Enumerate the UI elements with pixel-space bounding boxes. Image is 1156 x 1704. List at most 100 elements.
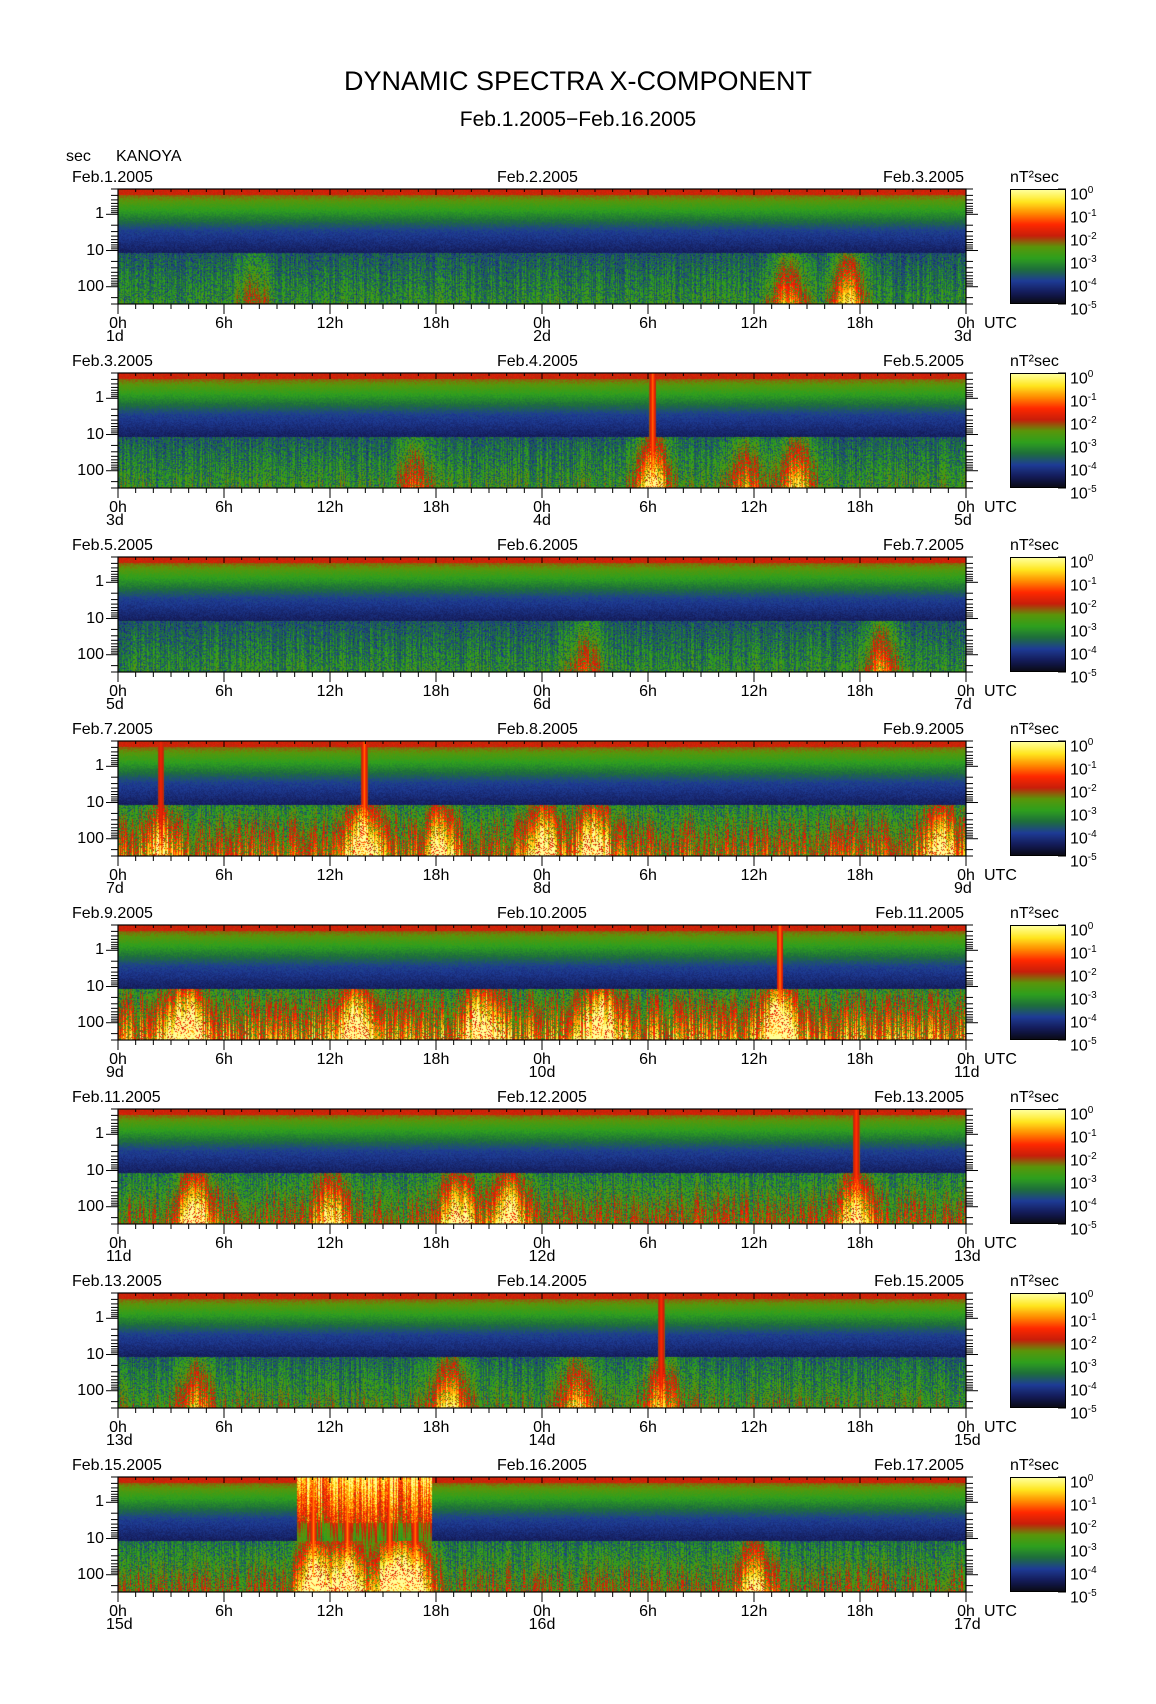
colorbar-tick-exponent: -1 xyxy=(1087,944,1097,955)
x-tick-label: 6h xyxy=(215,1419,233,1436)
x-tick-label: 0h xyxy=(957,1051,975,1068)
spectrogram-heatmap xyxy=(118,741,966,856)
panel-date-right: Feb.7.2005 xyxy=(883,537,964,554)
panel-axes xyxy=(106,924,1066,1050)
colorbar-tick-label: 10-4 xyxy=(1070,643,1097,663)
panel-axes xyxy=(106,188,1066,314)
colorbar-tick-exponent: -3 xyxy=(1087,1358,1097,1369)
colorbar-tick-base: 10 xyxy=(1070,439,1088,457)
colorbar-tick-exponent: 0 xyxy=(1087,737,1094,748)
panel-axes xyxy=(106,1292,1066,1418)
day-label-end: 9d xyxy=(954,880,972,897)
colorbar-tick-exponent: -4 xyxy=(1087,1013,1097,1024)
x-tick-label: 6h xyxy=(215,1051,233,1068)
colorbar-tick-label: 10-4 xyxy=(1070,1563,1097,1583)
colorbar-tick-exponent: 0 xyxy=(1087,1473,1094,1484)
x-tick-label: 0h xyxy=(533,1603,551,1620)
colorbar-tick-base: 10 xyxy=(1070,1359,1088,1377)
chart-title: DYNAMIC SPECTRA X-COMPONENT xyxy=(343,66,813,96)
x-tick-label: 18h xyxy=(846,1051,874,1068)
x-tick-label: 18h xyxy=(422,1603,450,1620)
spectrogram-heatmap xyxy=(118,925,966,1040)
colorbar-tick-label: 10-4 xyxy=(1070,275,1097,295)
colorbar-tick-base: 10 xyxy=(1070,968,1088,986)
day-label-mid: 12d xyxy=(528,1248,556,1265)
day-label-start: 1d xyxy=(106,328,124,345)
colorbar-tick-label: 10-1 xyxy=(1070,758,1097,778)
x-tick-label: 6h xyxy=(639,1419,657,1436)
colorbar-tick-label: 100 xyxy=(1070,367,1093,387)
colorbar xyxy=(1010,925,1066,1040)
x-tick-label: 18h xyxy=(846,1419,874,1436)
colorbar-tick-base: 10 xyxy=(1070,807,1088,825)
plot-frame xyxy=(117,556,967,673)
y-tick-label: 1 xyxy=(95,1493,104,1511)
panel-date-mid: Feb.10.2005 xyxy=(497,905,587,922)
colorbar-tick-exponent: -1 xyxy=(1087,1128,1097,1139)
x-tick-label: 12h xyxy=(316,1051,344,1068)
y-tick-label: 10 xyxy=(86,977,104,995)
colorbar-tick-exponent: -4 xyxy=(1087,829,1097,840)
colorbar-tick-base: 10 xyxy=(1070,738,1088,756)
x-tick-label: 18h xyxy=(846,683,874,700)
colorbar-unit: nT²sec xyxy=(1010,1089,1059,1106)
colorbar-tick-base: 10 xyxy=(1070,1198,1088,1216)
x-tick-label: 0h xyxy=(957,683,975,700)
day-label-mid: 6d xyxy=(533,696,551,713)
colorbar-tick-base: 10 xyxy=(1070,1129,1088,1147)
x-tick-label: 12h xyxy=(316,683,344,700)
colorbar-tick-label: 10-1 xyxy=(1070,942,1097,962)
panel-axes xyxy=(106,556,1066,682)
colorbar xyxy=(1010,189,1066,304)
colorbar-tick-label: 10-2 xyxy=(1070,1333,1097,1353)
x-tick-label: 6h xyxy=(639,315,657,332)
panel-date-left: Feb.7.2005 xyxy=(72,721,153,738)
plot-frame xyxy=(117,372,967,489)
day-label-end: 15d xyxy=(954,1432,981,1449)
y-tick-label: 1 xyxy=(95,389,104,407)
colorbar-tick-label: 10-3 xyxy=(1070,1172,1097,1192)
colorbar-tick-label: 10-2 xyxy=(1070,965,1097,985)
colorbar-tick-exponent: -3 xyxy=(1087,438,1097,449)
day-label-start: 13d xyxy=(106,1432,133,1449)
spectrogram-heatmap xyxy=(118,373,966,488)
colorbar-tick-base: 10 xyxy=(1070,1520,1088,1538)
colorbar-tick-label: 10-4 xyxy=(1070,1195,1097,1215)
colorbar-tick-base: 10 xyxy=(1070,991,1088,1009)
panel-date-mid: Feb.16.2005 xyxy=(497,1457,587,1474)
colorbar-tick-base: 10 xyxy=(1070,784,1088,802)
colorbar-tick-exponent: -1 xyxy=(1087,1312,1097,1323)
y-tick-label: 1 xyxy=(95,1309,104,1327)
colorbar-tick-exponent: -1 xyxy=(1087,208,1097,219)
panel-date-right: Feb.3.2005 xyxy=(883,169,964,186)
x-tick-label: 18h xyxy=(422,315,450,332)
colorbar-unit: nT²sec xyxy=(1010,905,1059,922)
colorbar-tick-base: 10 xyxy=(1070,1543,1088,1561)
colorbar-tick-base: 10 xyxy=(1070,485,1088,503)
panel-axes xyxy=(106,372,1066,498)
panel-date-mid: Feb.12.2005 xyxy=(497,1089,587,1106)
day-label-mid: 4d xyxy=(533,512,551,529)
x-tick-label: 12h xyxy=(740,1051,768,1068)
colorbar-tick-base: 10 xyxy=(1070,301,1088,319)
panel-date-left: Feb.15.2005 xyxy=(72,1457,162,1474)
colorbar-tick-exponent: -5 xyxy=(1087,668,1097,679)
colorbar-tick-exponent: -5 xyxy=(1087,1588,1097,1599)
colorbar-tick-label: 10-4 xyxy=(1070,1379,1097,1399)
colorbar-tick-label: 100 xyxy=(1070,735,1093,755)
colorbar xyxy=(1010,373,1066,488)
colorbar-tick-label: 100 xyxy=(1070,919,1093,939)
spectrogram-heatmap xyxy=(118,1293,966,1408)
x-unit-label: UTC xyxy=(984,1419,1017,1436)
colorbar-tick-base: 10 xyxy=(1070,600,1088,618)
y-tick-label: 10 xyxy=(86,1345,104,1363)
colorbar-tick-base: 10 xyxy=(1070,255,1088,273)
plot-frame xyxy=(117,740,967,857)
colorbar-tick-exponent: -1 xyxy=(1087,392,1097,403)
colorbar-tick-label: 10-1 xyxy=(1070,390,1097,410)
panel-date-right: Feb.17.2005 xyxy=(874,1457,964,1474)
plot-frame xyxy=(117,1108,967,1225)
colorbar-tick-base: 10 xyxy=(1070,370,1088,388)
colorbar-tick-label: 10-4 xyxy=(1070,459,1097,479)
